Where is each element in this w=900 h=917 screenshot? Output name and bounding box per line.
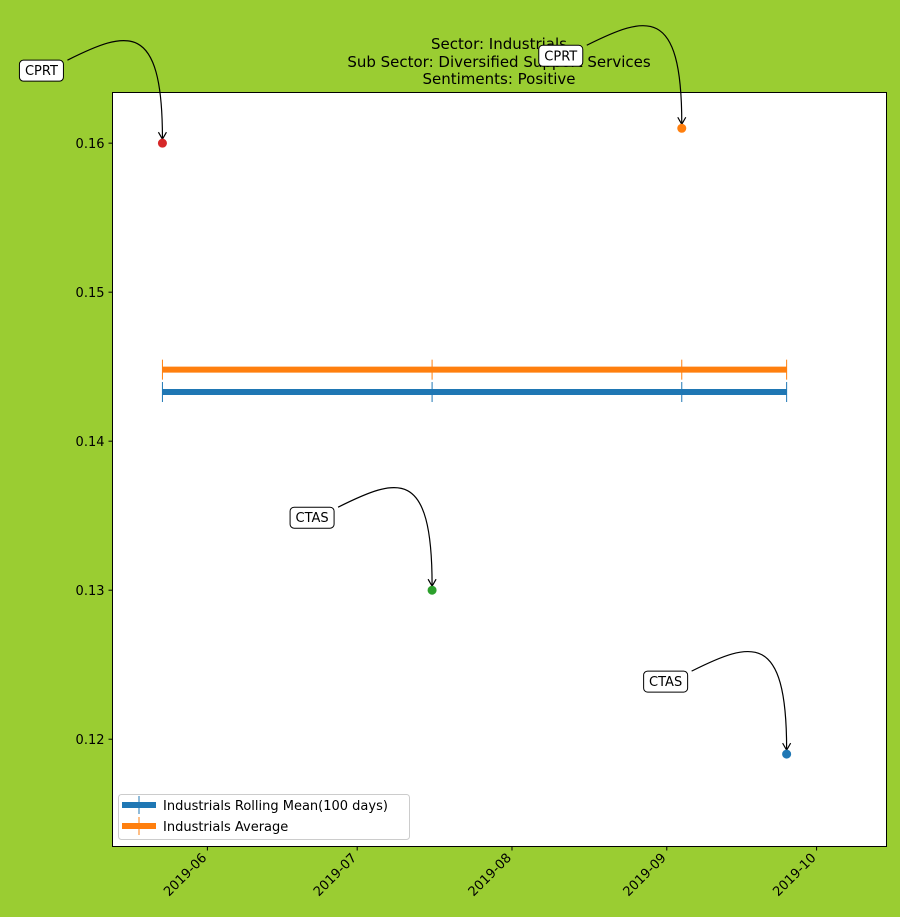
annotation-arrow-1 (586, 25, 683, 124)
points-layer (157, 123, 792, 759)
legend-label-average: Industrials Average (163, 820, 288, 835)
legend: Industrials Rolling Mean(100 days) Indus… (118, 794, 410, 840)
annotation-box-2 (289, 506, 335, 529)
annotation-box-1 (538, 44, 584, 67)
legend-box (118, 794, 410, 840)
y-tick-label-3: 0.15 (76, 286, 105, 301)
chart-title-line-3: Sentiments: Positive (423, 70, 576, 88)
annotation-label-0: CPRT (25, 64, 58, 79)
y-tick-label-1: 0.13 (76, 584, 105, 599)
chart-title-line-2: Sub Sector: Diversified Support Services (347, 53, 651, 71)
x-tick-label-4: 2019-10 (770, 851, 819, 900)
x-tick-label-2: 2019-08 (466, 851, 515, 900)
annotation-arrow-2 (337, 487, 433, 586)
annotation-layer: CPRT CPRT CTAS CTAS (18, 25, 792, 752)
annotation-arrow-3 (691, 651, 788, 750)
data-point-0 (157, 138, 167, 148)
x-tick-label-0: 2019-06 (161, 851, 210, 900)
annotation-label-3: CTAS (649, 675, 682, 690)
data-point-3 (782, 749, 792, 759)
y-axis: 0.12 0.13 0.14 0.15 0.16 (76, 137, 113, 748)
y-tick-label-2: 0.14 (76, 435, 105, 450)
annotation-label-2: CTAS (296, 511, 329, 526)
data-point-2 (427, 585, 437, 595)
plot-area (112, 92, 887, 847)
legend-label-rolling-mean: Industrials Rolling Mean(100 days) (163, 799, 388, 814)
x-axis: 2019-06 2019-07 2019-08 2019-09 2019-10 (161, 846, 819, 900)
data-point-1 (677, 123, 687, 133)
annotation-box-3 (643, 670, 689, 693)
annotation-arrow-0 (67, 40, 164, 139)
series-layer (161, 359, 788, 403)
y-tick-label-0: 0.12 (76, 733, 105, 748)
annotation-box-0 (18, 59, 64, 82)
x-tick-label-1: 2019-07 (311, 851, 360, 900)
chart-title-line-1: Sector: Industrials (431, 35, 567, 53)
y-tick-label-4: 0.16 (76, 137, 105, 152)
x-tick-label-3: 2019-09 (621, 851, 670, 900)
annotation-label-1: CPRT (544, 49, 577, 64)
